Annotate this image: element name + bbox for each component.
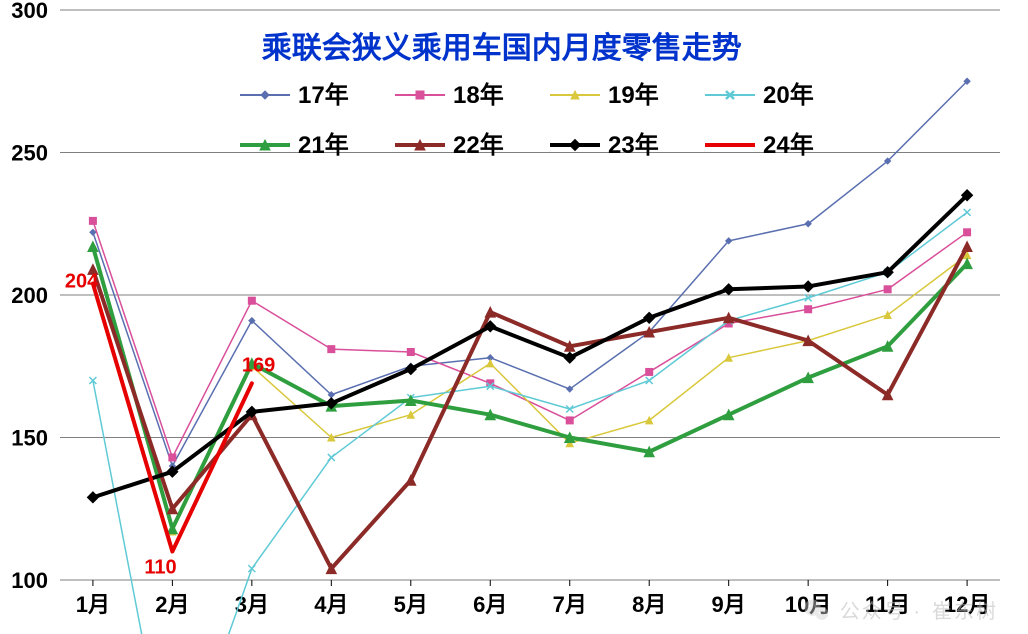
legend-label: 18年 <box>453 81 504 109</box>
legend-label: 21年 <box>298 131 349 159</box>
x-tick-label: 9月 <box>712 592 746 617</box>
chart-container: 1001502002503001月2月3月4月5月6月7月8月9月10月11月1… <box>0 0 1028 634</box>
watermark-prefix: 公众号 · <box>840 595 922 624</box>
series-data-label: 169 <box>242 354 275 376</box>
watermark-name: 崔东树 <box>932 595 998 624</box>
series-17年 <box>93 81 967 466</box>
series-23年 <box>93 195 967 497</box>
y-tick-label: 200 <box>11 283 48 308</box>
y-tick-label: 250 <box>11 141 48 166</box>
x-tick-label: 7月 <box>553 592 587 617</box>
x-tick-label: 6月 <box>473 592 507 617</box>
y-tick-label: 100 <box>11 568 48 593</box>
x-tick-label: 1月 <box>76 592 110 617</box>
legend-label: 20年 <box>763 81 814 109</box>
x-tick-label: 2月 <box>155 592 189 617</box>
wechat-icon <box>802 596 830 624</box>
legend-label: 23年 <box>608 131 659 159</box>
legend-label: 19年 <box>608 81 659 109</box>
series-data-label: 204 <box>65 271 99 293</box>
y-tick-label: 300 <box>11 0 48 23</box>
chart-title: 乘联会狭义乘用车国内月度零售走势 <box>262 31 742 65</box>
x-tick-label: 4月 <box>314 592 348 617</box>
legend-label: 17年 <box>298 81 349 109</box>
x-tick-label: 5月 <box>394 592 428 617</box>
x-tick-label: 8月 <box>632 592 666 617</box>
line-chart: 1001502002503001月2月3月4月5月6月7月8月9月10月11月1… <box>0 0 1028 634</box>
legend-label: 24年 <box>763 131 814 159</box>
watermark: 公众号 · 崔东树 <box>802 595 998 624</box>
legend-label: 22年 <box>453 131 504 159</box>
series-data-label: 110 <box>144 557 176 579</box>
y-tick-label: 150 <box>11 426 48 451</box>
